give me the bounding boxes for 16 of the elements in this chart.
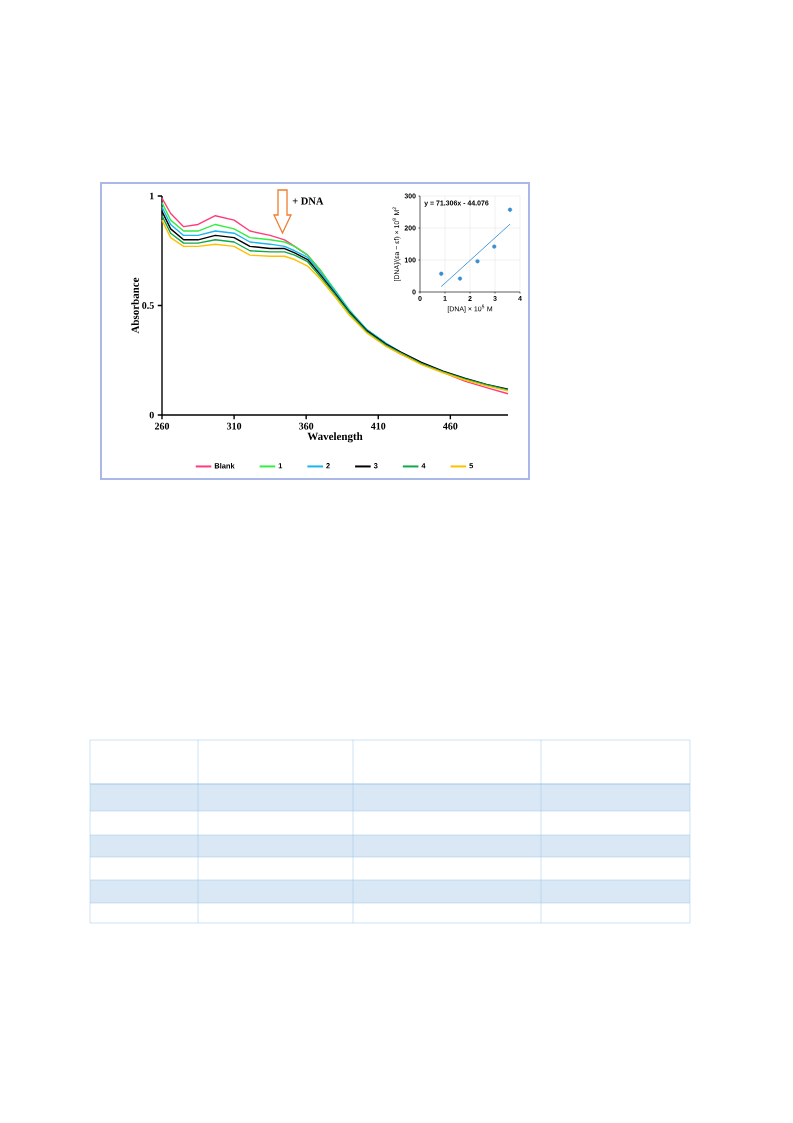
point xyxy=(507,207,513,212)
x-tick-label: 360 xyxy=(299,422,314,430)
x-tick-label: 310 xyxy=(226,422,242,430)
x-tick-label: 410 xyxy=(370,422,386,430)
annotation: + DNA xyxy=(292,197,324,205)
y-tick-label: 1 xyxy=(150,192,154,200)
point xyxy=(475,259,480,264)
x-tick-label: 260 xyxy=(154,422,170,430)
x-axis-title: Wavelength xyxy=(307,432,363,443)
point xyxy=(457,276,463,281)
point xyxy=(492,244,497,249)
y-tick-label: 0 xyxy=(149,411,154,419)
y-tick-label: 0.5 xyxy=(142,302,154,309)
y-axis-title: Absorbance xyxy=(131,277,139,334)
point xyxy=(439,271,444,276)
x-tick-label: 460 xyxy=(443,422,458,430)
